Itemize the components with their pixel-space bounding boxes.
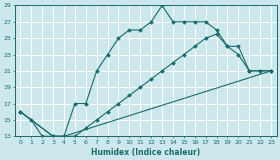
X-axis label: Humidex (Indice chaleur): Humidex (Indice chaleur) xyxy=(91,148,200,156)
